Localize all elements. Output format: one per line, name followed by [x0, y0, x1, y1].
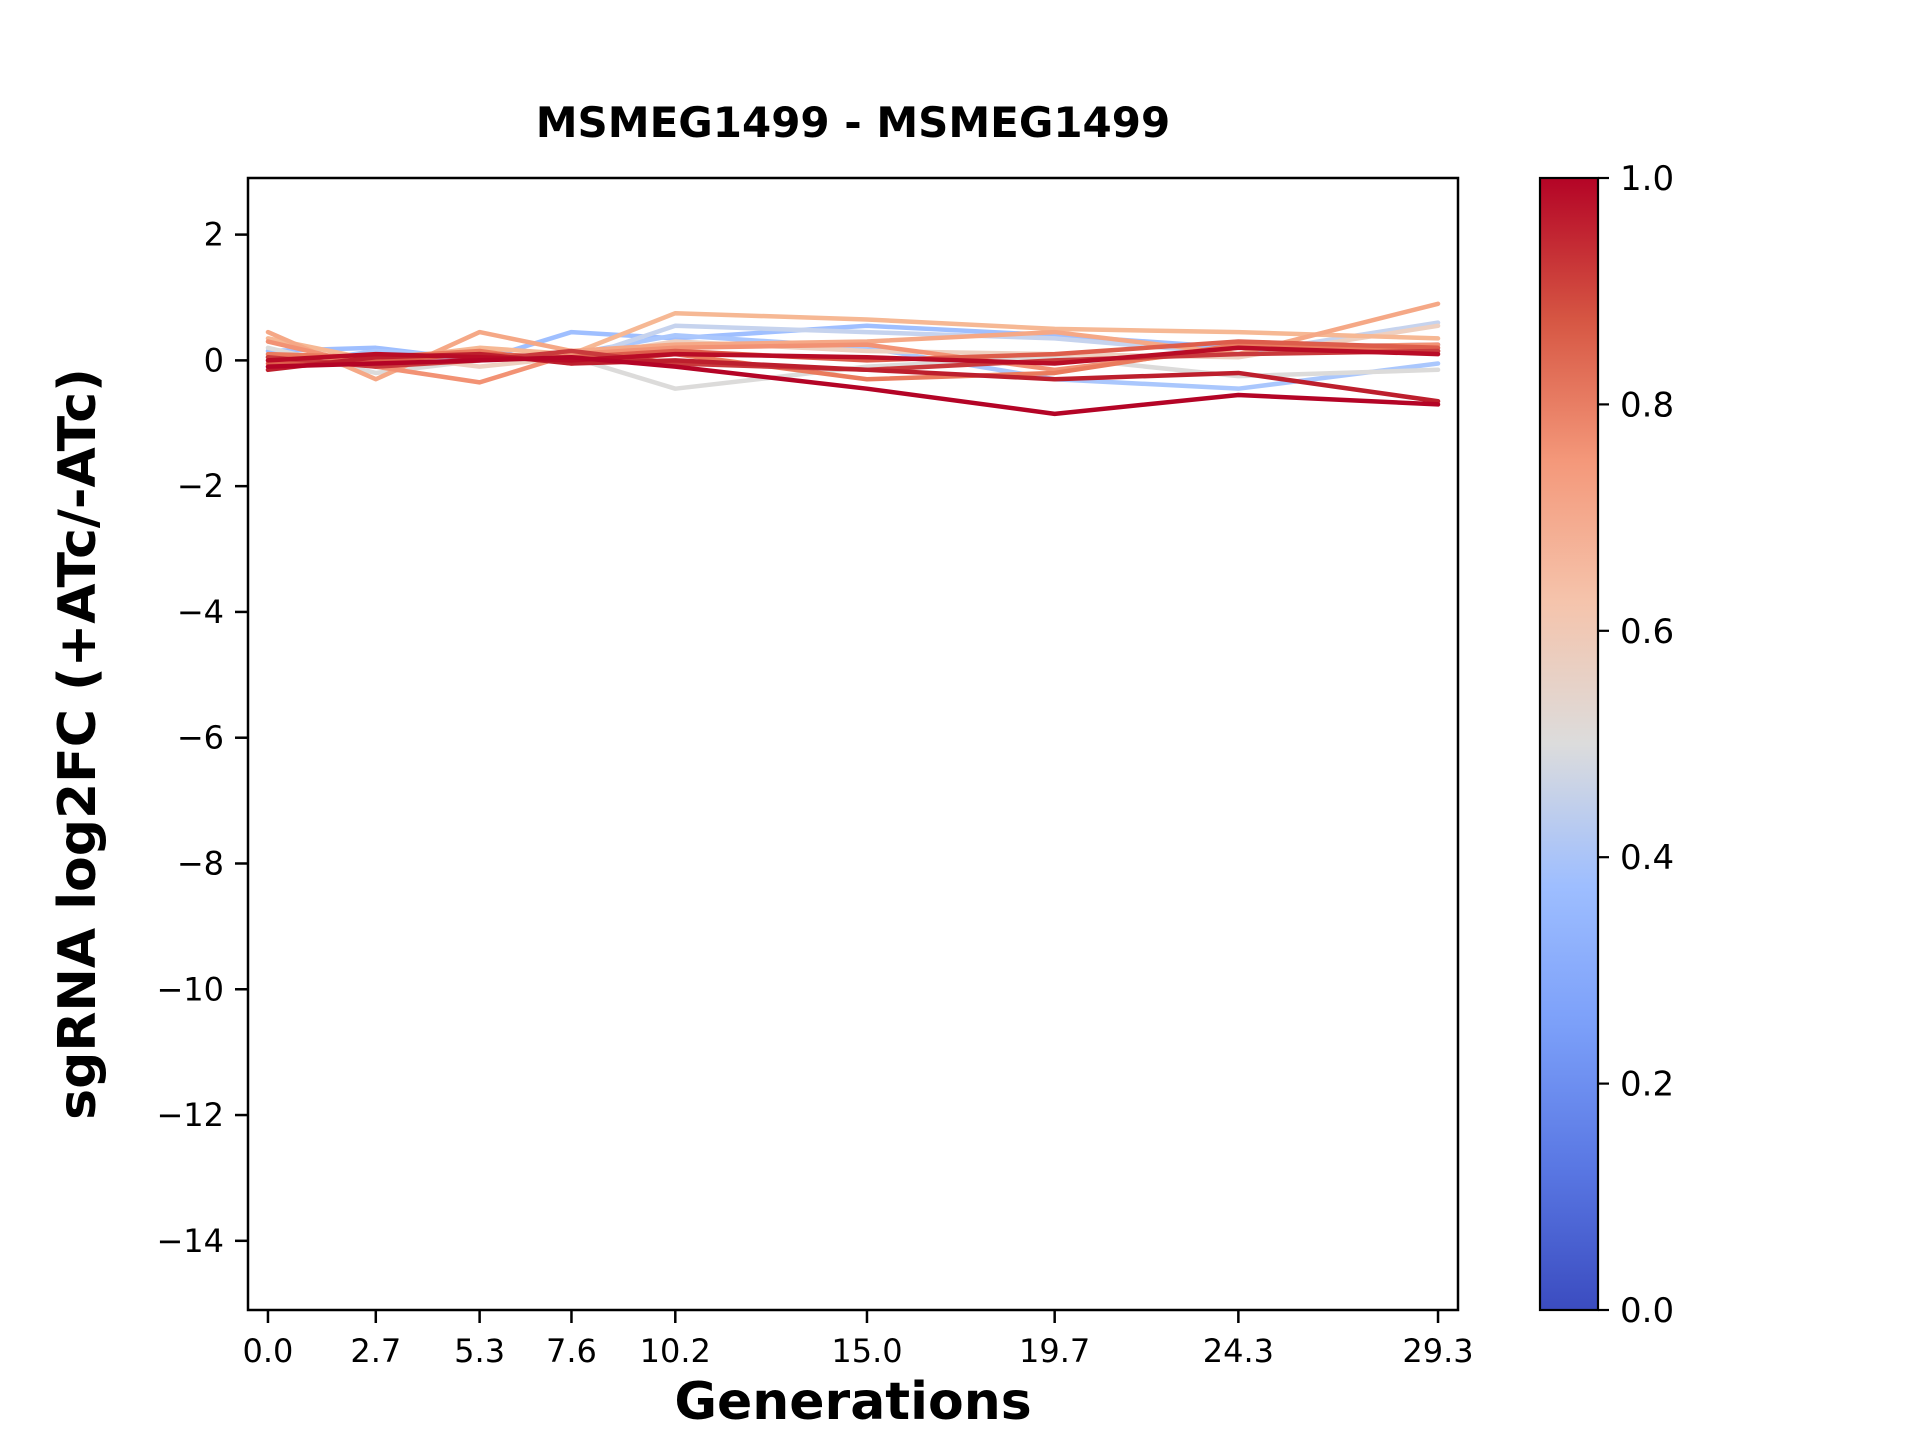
y-tick-label: −12 [156, 1096, 224, 1134]
colorbar-tick-label: 0.0 [1620, 1291, 1674, 1331]
line-series-04 [265, 345, 1441, 391]
colorbar-tick-label: 0.6 [1620, 612, 1674, 652]
y-tick-label: −8 [177, 844, 224, 882]
colorbar-tick-label: 0.8 [1620, 385, 1674, 425]
x-tick-label: 2.7 [350, 1332, 401, 1370]
line-series-14 [265, 354, 1441, 417]
chart-title: MSMEG1499 - MSMEG1499 [535, 98, 1171, 147]
y-tick-label: −4 [177, 593, 224, 631]
colorbar-tick-label: 1.0 [1620, 159, 1674, 199]
x-tick-label: 5.3 [454, 1332, 505, 1370]
colorbar-gradient [1540, 178, 1598, 1310]
y-tick-label: −2 [177, 467, 224, 505]
colorbar-tick-label: 0.4 [1620, 838, 1674, 878]
y-tick-label: −10 [156, 970, 224, 1008]
x-axis-label: Generations [674, 1372, 1032, 1432]
x-tick-label: 0.0 [243, 1332, 294, 1370]
y-tick-label: −6 [177, 719, 224, 757]
x-tick-label: 24.3 [1203, 1332, 1274, 1370]
x-tick-label: 15.0 [831, 1332, 902, 1370]
colorbar-frame [1538, 176, 1600, 1312]
axes-frame [246, 176, 1460, 1312]
y-tick-label: 0 [204, 341, 224, 379]
x-tick-label: 7.6 [546, 1332, 597, 1370]
colorbar-tick-label: 0.2 [1620, 1065, 1674, 1105]
y-tick-label: −14 [156, 1222, 224, 1260]
y-tick-label: 2 [204, 216, 224, 254]
line-series-13 [265, 345, 1441, 366]
x-tick-label: 19.7 [1019, 1332, 1090, 1370]
x-tick-label: 10.2 [640, 1332, 711, 1370]
x-tick-label: 29.3 [1402, 1332, 1473, 1370]
